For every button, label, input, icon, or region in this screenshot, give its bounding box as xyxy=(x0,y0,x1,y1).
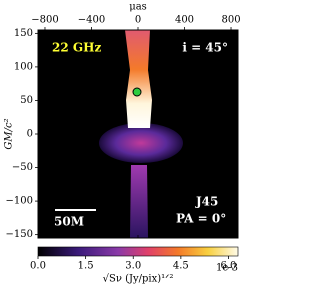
y-tick-label: 50 xyxy=(20,95,33,106)
colorbar-tick-label: 4.5 xyxy=(173,261,189,272)
x-tick-label: −400 xyxy=(78,15,105,26)
y-tick-label: 0 xyxy=(27,129,33,140)
x-tick-label: 0 xyxy=(135,15,141,26)
x-tick-label: −800 xyxy=(31,15,58,26)
y-tick-label: −50 xyxy=(12,162,33,173)
counter-jet xyxy=(130,165,148,238)
frequency-label: 22 GHz xyxy=(52,41,101,55)
x-tick-label: 800 xyxy=(221,15,240,26)
model-label: J45 xyxy=(195,195,218,209)
jet xyxy=(125,30,152,128)
colorbar-scale: 1e-3 xyxy=(216,263,238,274)
y-axis-label: GM/c² xyxy=(4,118,15,149)
x-tick-label: 400 xyxy=(175,15,194,26)
y-tick-label: 100 xyxy=(14,61,33,72)
colorbar-label: √Sν (Jy/pix)¹ᐟ² xyxy=(103,274,174,285)
pa-label: PA = 0° xyxy=(176,212,226,226)
colorbar-tick-label: 6.0 xyxy=(221,261,237,272)
chart: 22 GHz i = 45° J45 PA = 0° 50M μas GM/c²… xyxy=(4,2,241,285)
disk-emission xyxy=(99,123,183,163)
y-tick-label: 150 xyxy=(14,28,33,39)
scale-bar-label: 50M xyxy=(54,215,84,229)
x-axis-label: μas xyxy=(129,2,147,13)
colorbar-tick-label: 3.0 xyxy=(125,261,141,272)
y-tick-label: −100 xyxy=(6,196,33,207)
colorbar-tick-label: 0.0 xyxy=(30,261,46,272)
core-marker xyxy=(132,87,142,97)
y-tick-label: −150 xyxy=(6,229,33,240)
inclination-label: i = 45° xyxy=(182,41,228,55)
colorbar-tick-label: 1.5 xyxy=(78,261,94,272)
colorbar xyxy=(37,246,239,257)
